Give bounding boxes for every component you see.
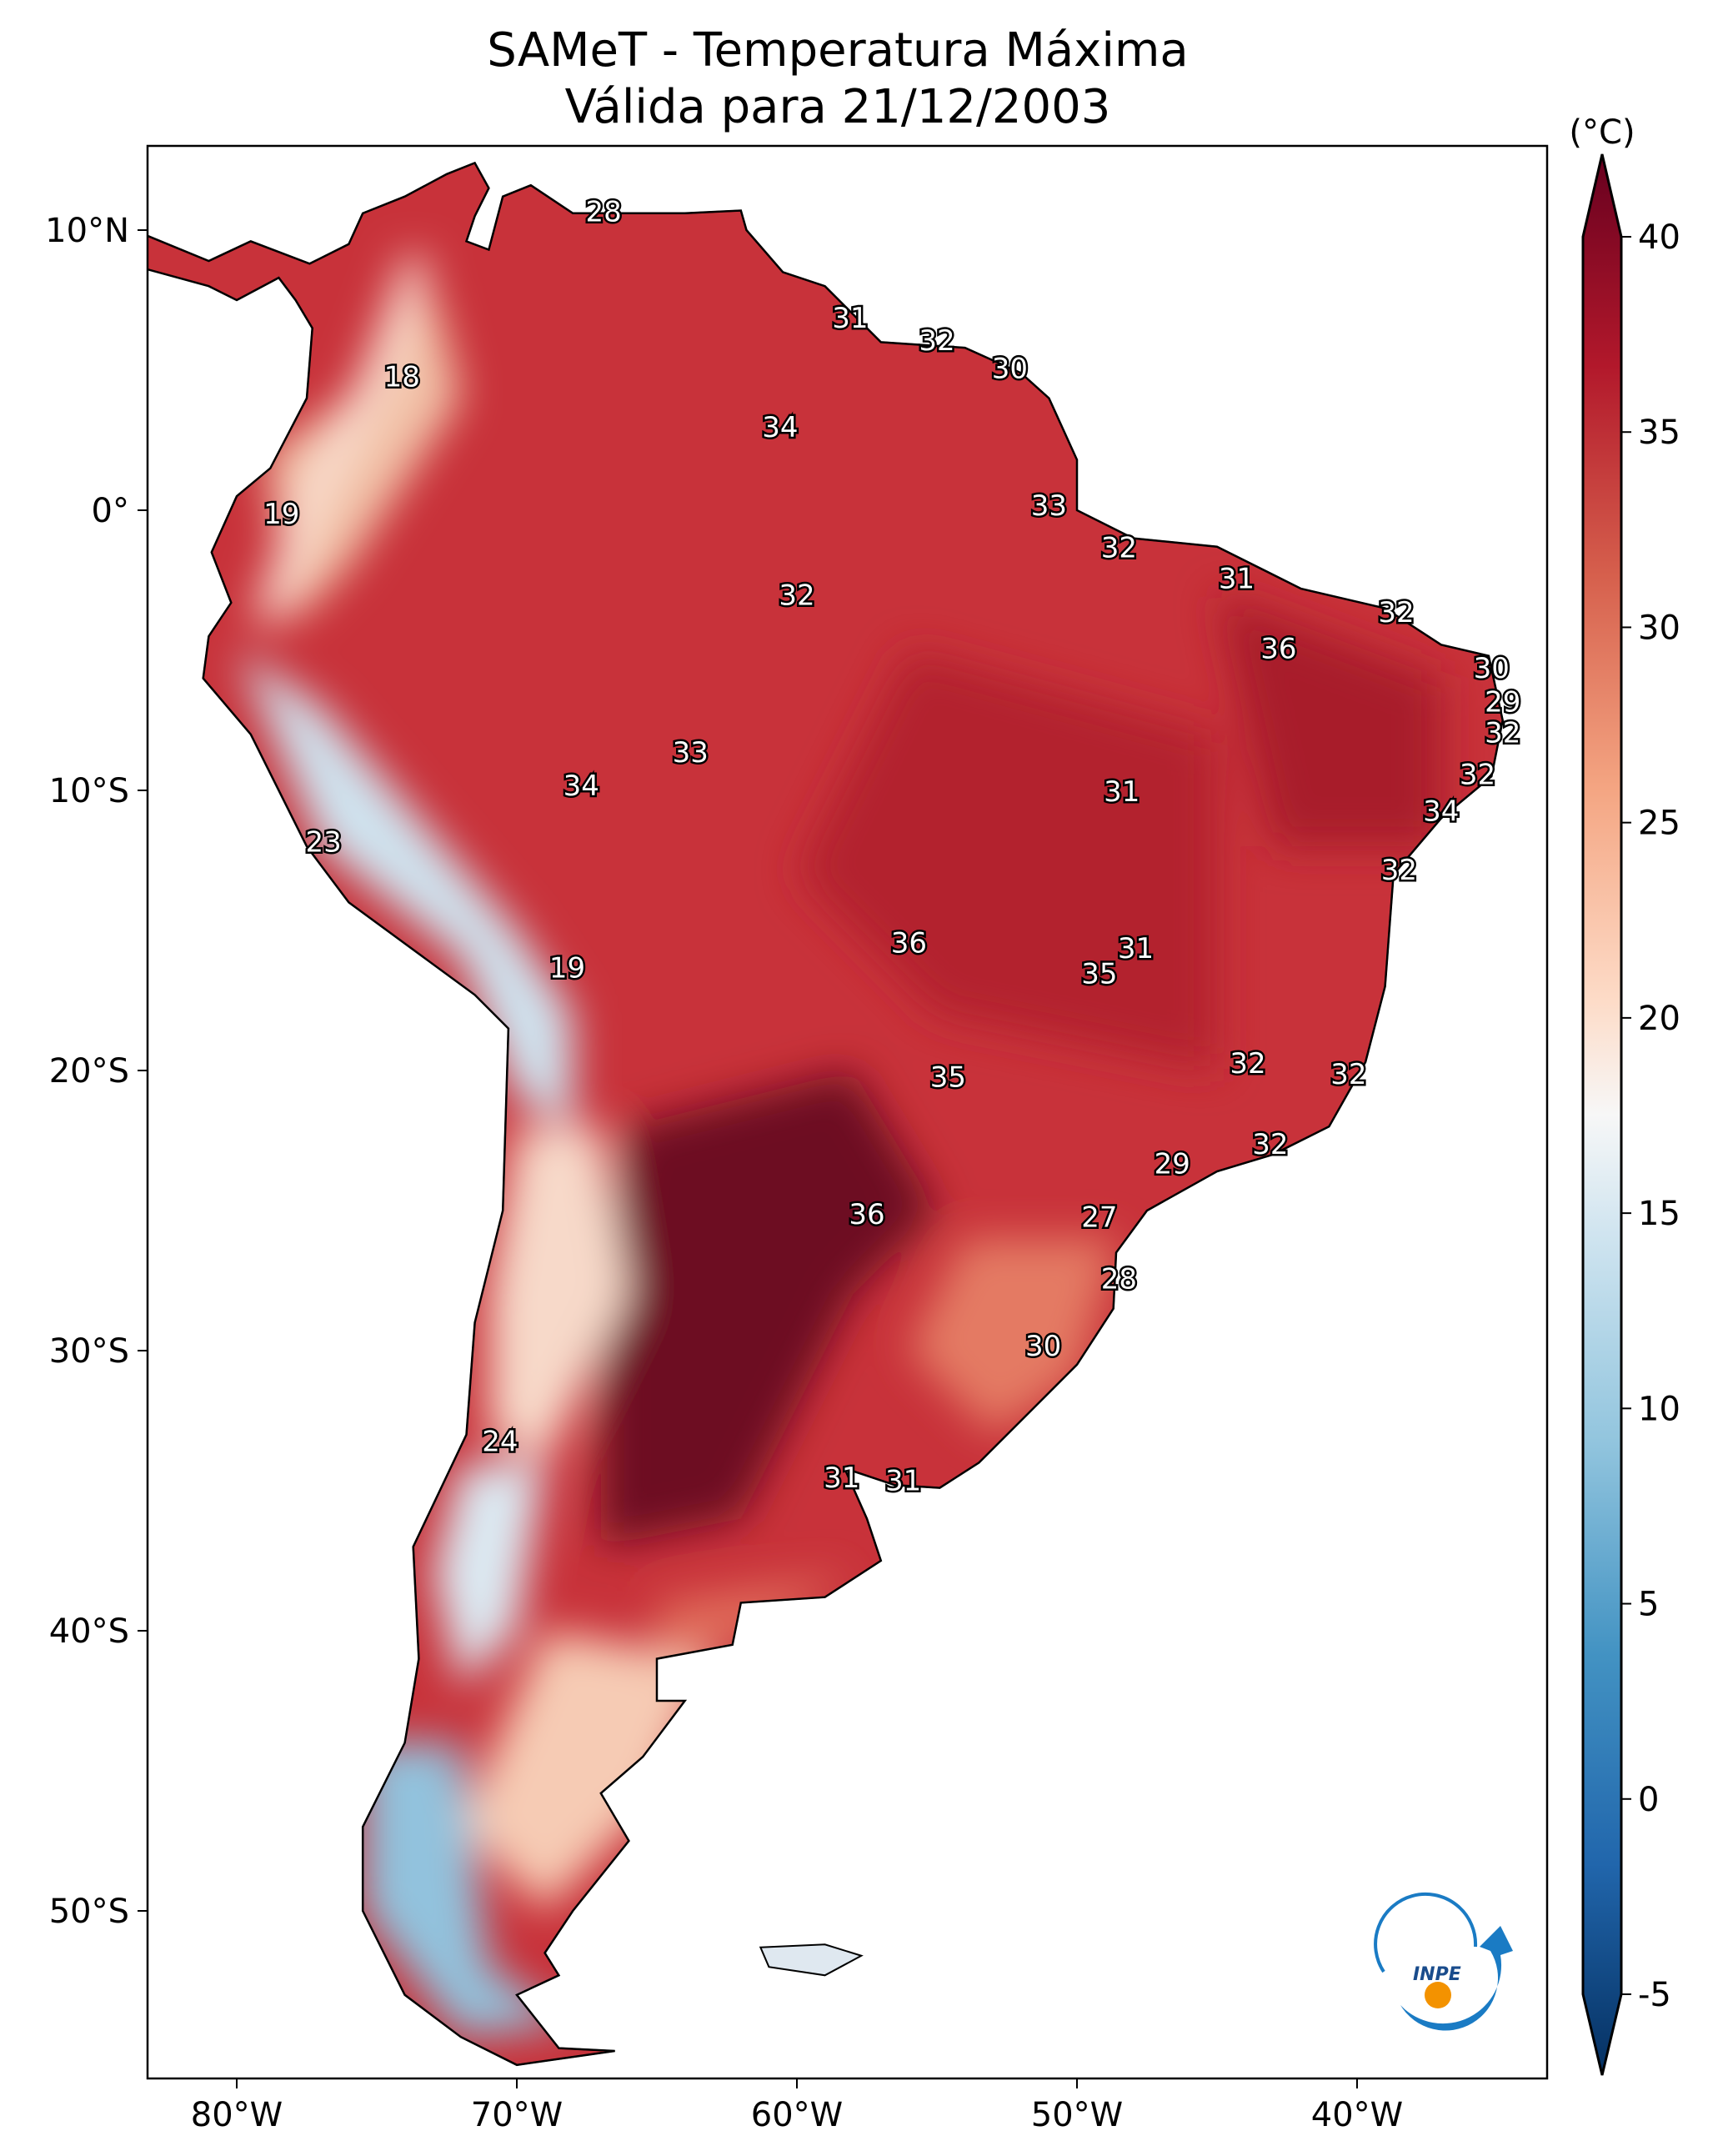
- temperature-field: [600, 1070, 937, 1547]
- station-value: 19: [549, 952, 585, 985]
- station-value: 32: [1378, 596, 1414, 629]
- station-value: 31: [824, 1462, 859, 1495]
- station-value: 34: [563, 770, 599, 803]
- station-value: 34: [1423, 795, 1459, 828]
- station-value: 31: [1118, 932, 1154, 965]
- temperature-field: [363, 1742, 573, 2038]
- station-value: 32: [1381, 854, 1417, 887]
- station-value: 32: [1101, 532, 1137, 565]
- map-title: SAMeT - Temperatura Máxima: [487, 23, 1189, 78]
- station-value: 32: [1485, 716, 1520, 750]
- lat-tick-label: 10°N: [45, 212, 129, 250]
- map-subtitle: Válida para 21/12/2003: [564, 80, 1111, 134]
- colorbar: (°C) 40 35 30 25 20 15 10 5 0 -5: [1569, 113, 1680, 2076]
- lat-tick-label: 0°: [92, 492, 129, 530]
- colorbar-tick-label: 5: [1638, 1586, 1659, 1624]
- station-value: 32: [1460, 759, 1495, 792]
- inpe-logo: INPE: [1374, 1893, 1513, 2031]
- station-value: 33: [673, 736, 709, 770]
- colorbar-tick-label: 35: [1638, 414, 1680, 452]
- lon-tick-label: 50°W: [1031, 2096, 1123, 2134]
- station-value: 32: [1252, 1128, 1288, 1161]
- station-value: 30: [1474, 652, 1510, 685]
- station-value: 28: [1101, 1263, 1137, 1296]
- temperature-field: [797, 650, 1217, 1070]
- station-value: 31: [1104, 775, 1139, 809]
- station-value: 19: [263, 498, 299, 531]
- colorbar-unit: (°C): [1569, 113, 1635, 152]
- station-value: 30: [1025, 1330, 1061, 1363]
- latitude-axis: 10°N 0° 10°S 20°S 30°S 40°S 50°S: [45, 212, 148, 1931]
- station-value: 32: [919, 324, 954, 358]
- station-value: 34: [762, 411, 798, 444]
- station-value: 33: [1031, 489, 1067, 523]
- station-value: 32: [1330, 1058, 1366, 1091]
- station-value: 31: [1219, 563, 1255, 596]
- station-value: 29: [1485, 685, 1520, 719]
- station-value: 18: [384, 361, 420, 394]
- station-value: 36: [1260, 633, 1296, 666]
- falkland-islands: [759, 1943, 864, 1977]
- station-value: 29: [1155, 1148, 1190, 1181]
- lat-tick-label: 30°S: [49, 1332, 129, 1371]
- temperature-field: [460, 1631, 714, 1911]
- station-value: 28: [586, 195, 622, 228]
- station-value: 31: [885, 1464, 921, 1497]
- colorbar-tick-label: 0: [1638, 1781, 1659, 1819]
- map-frame: [146, 144, 1549, 2080]
- colorbar-tick-label: 15: [1638, 1195, 1680, 1233]
- temperature-field: [433, 1462, 545, 1687]
- lon-tick-label: 40°W: [1311, 2096, 1403, 2134]
- colorbar-tick-label: 30: [1638, 609, 1680, 647]
- colorbar-tick-label: 40: [1638, 218, 1680, 257]
- temperature-field: [909, 1238, 1119, 1435]
- colorbar-tick-label: 20: [1638, 1000, 1680, 1038]
- lon-tick-label: 70°W: [471, 2096, 563, 2134]
- station-value: 27: [1081, 1201, 1117, 1235]
- station-value: 31: [832, 302, 868, 335]
- station-value: 35: [1081, 957, 1117, 990]
- lat-tick-label: 10°S: [49, 772, 129, 810]
- station-value: 36: [891, 926, 927, 960]
- station-value: 24: [482, 1425, 518, 1458]
- station-value: 32: [779, 579, 814, 613]
- colorbar-tick-label: -5: [1638, 1976, 1671, 2014]
- station-value: 30: [992, 353, 1028, 386]
- lat-tick-label: 20°S: [49, 1052, 129, 1091]
- colorbar-tick-label: 10: [1638, 1390, 1680, 1428]
- coastline: [148, 161, 1504, 2067]
- logo-text: INPE: [1413, 1964, 1461, 1985]
- temperature-field: [488, 1126, 629, 1463]
- lat-tick-label: 40°S: [49, 1612, 129, 1651]
- station-value: 35: [930, 1061, 966, 1095]
- station-value: 36: [849, 1198, 884, 1231]
- lon-tick-label: 60°W: [751, 2096, 843, 2134]
- lat-tick-label: 50°S: [49, 1893, 129, 1931]
- andes-cool-band: [253, 253, 431, 627]
- station-value: 23: [306, 825, 342, 859]
- colorbar-tick-label: 25: [1638, 805, 1680, 843]
- temperature-field: [1217, 594, 1441, 847]
- station-value: 32: [1230, 1047, 1265, 1081]
- longitude-axis: 80°W 70°W 60°W 50°W 40°W: [191, 2078, 1403, 2134]
- lon-tick-label: 80°W: [191, 2096, 283, 2134]
- temperature-field: [264, 286, 461, 623]
